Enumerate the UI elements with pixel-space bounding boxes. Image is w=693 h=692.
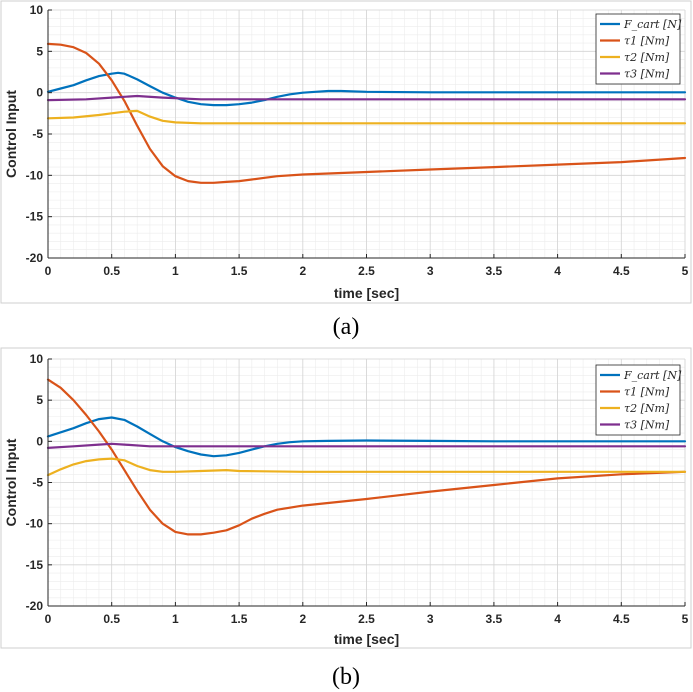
legend-label-tau3: τ3 [Nm] [624,68,670,81]
legend-label-F_cart: F_cart [N] [623,18,682,31]
chart-panel-a: 0 0.5 1 1.5 2 2.5 3 3.5 4 4.5 5 10 5 0 -5 -10 -15 -20 time… [0,0,692,340]
y-tick-label: 10 [30,352,44,366]
x-tick-label: 4 [554,264,561,278]
legend-label-tau1: τ1 [Nm] [624,35,670,48]
y-tick-label: 0 [36,86,43,100]
y-tick-label: -20 [26,599,44,613]
y-tick-label: 0 [36,434,43,448]
x-tick-label: 4.5 [613,612,630,626]
y-tick-label: 5 [36,393,43,407]
x-tick-label: 2.5 [358,264,375,278]
x-tick-label: 3 [427,612,434,626]
panel-caption: (a) [333,314,360,340]
x-tick-label: 1 [172,612,179,626]
legend: F_cart [N] τ1 [Nm] τ2 [Nm] τ3 [Nm] [595,13,682,85]
legend-box [595,364,681,436]
x-tick-label: 0 [45,264,52,278]
series-line-tau2 [46,109,687,125]
series-line-tau1 [46,378,687,536]
x-tick-label: 4 [554,612,561,626]
x-tick-label: 5 [682,264,689,278]
figure-frame [0,347,692,649]
x-tick-label: 0 [45,612,52,626]
figure-frame [0,0,692,304]
x-axis-label: time [sec] [334,285,399,301]
x-tick-label: 2 [299,612,306,626]
x-tick-label: 3.5 [486,612,503,626]
series-line-tau1 [46,42,687,184]
x-tick-label: 2.5 [358,612,375,626]
legend-label-tau3: τ3 [Nm] [624,419,670,432]
x-tick-label: 5 [682,612,689,626]
chart-panel-b: 0 0.5 1 1.5 2 2.5 3 3.5 4 4.5 5 10 5 0 -5 -10 -15 -20 time… [0,347,692,690]
legend-label-tau2: τ2 [Nm] [624,51,670,64]
y-tick-label: -5 [32,127,43,141]
x-tick-label: 1.5 [231,264,248,278]
legend-label-tau2: τ2 [Nm] [624,402,670,415]
y-tick-label: -15 [26,558,44,572]
y-axis-label: Control Input [3,90,19,178]
x-tick-label: 4.5 [613,264,630,278]
x-tick-label: 0.5 [103,264,120,278]
x-tick-label: 3 [427,264,434,278]
x-tick-label: 2 [299,264,306,278]
series-line-tau2 [46,457,687,477]
series-line-F_cart [46,416,687,458]
x-axis-label: time [sec] [334,631,399,647]
legend-label-tau1: τ1 [Nm] [624,386,670,399]
y-tick-label: -15 [26,210,44,224]
y-tick-label: -10 [26,517,44,531]
panel-caption: (b) [332,664,360,690]
legend-box [595,13,681,85]
y-tick-label: 5 [36,44,43,58]
legend: F_cart [N] τ1 [Nm] τ2 [Nm] τ3 [Nm] [595,364,682,436]
y-tick-label: -20 [26,251,44,265]
x-tick-label: 0.5 [103,612,120,626]
y-tick-label: -10 [26,168,44,182]
x-tick-label: 1.5 [231,612,248,626]
y-tick-label: -5 [32,476,43,490]
x-tick-label: 3.5 [486,264,503,278]
y-tick-label: 10 [30,3,44,17]
x-tick-label: 1 [172,264,179,278]
y-axis-label: Control Input [3,438,19,526]
series-line-tau3 [46,94,687,102]
series-line-F_cart [46,71,687,107]
legend-label-F_cart: F_cart [N] [623,369,682,382]
series-line-tau3 [46,442,687,449]
